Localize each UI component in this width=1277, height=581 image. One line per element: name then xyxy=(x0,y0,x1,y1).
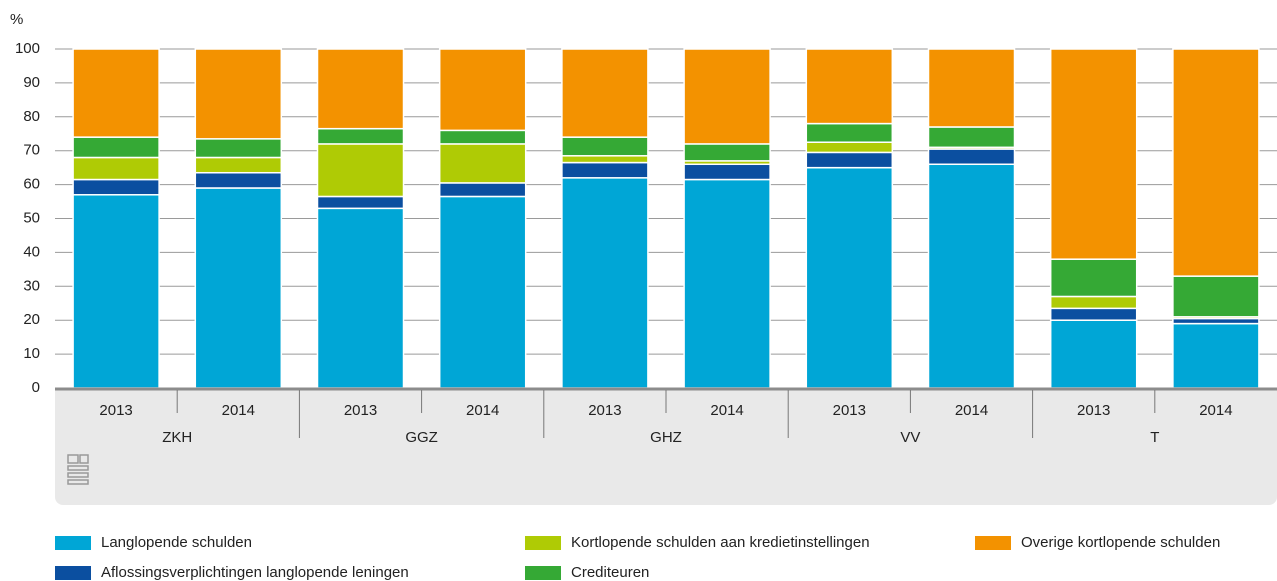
bar-segment xyxy=(194,138,283,159)
bar-segment xyxy=(1172,322,1260,389)
bar-segment xyxy=(438,195,527,389)
x-tick-label: 2013 xyxy=(833,402,866,419)
bar-segment xyxy=(561,177,649,389)
group-label: VV xyxy=(900,429,920,446)
x-tick-label: 2014 xyxy=(1199,402,1232,419)
bar-segment xyxy=(1172,48,1260,277)
bar-segment xyxy=(194,171,283,189)
legend-swatch xyxy=(525,536,561,550)
x-tick-label: 2014 xyxy=(222,402,255,419)
x-tick-label: 2013 xyxy=(344,402,377,419)
x-tick-label: 2014 xyxy=(466,402,499,419)
bar-segment xyxy=(927,48,1016,128)
bars xyxy=(72,48,1260,389)
bar-segment xyxy=(927,163,1016,389)
bar-segment xyxy=(72,48,160,138)
bar-segment xyxy=(194,187,283,389)
bar-segment xyxy=(805,48,894,125)
bar-segment xyxy=(805,122,894,143)
legend: Langlopende schulden Aflossingsverplichti… xyxy=(55,534,1220,581)
bar-segment xyxy=(316,48,405,130)
cbs-logo xyxy=(67,454,89,485)
bar-segment xyxy=(1049,319,1138,389)
y-tick-label: 50 xyxy=(23,209,40,226)
bar-segment xyxy=(683,178,771,389)
legend-swatch xyxy=(975,536,1011,550)
bar-segment xyxy=(72,136,160,159)
bar-segment xyxy=(805,166,894,389)
bar-segment xyxy=(561,136,649,157)
legend-swatch xyxy=(55,566,91,580)
bar-segment xyxy=(1049,295,1138,310)
bar-segment xyxy=(72,156,160,181)
y-tick-label: 80 xyxy=(23,108,40,125)
y-tick-label: 60 xyxy=(23,176,40,193)
bar-segment xyxy=(438,143,527,184)
legend-label: Overige kortlopende schulden xyxy=(1021,534,1220,551)
y-axis-label: % xyxy=(10,11,23,28)
y-tick-label: 40 xyxy=(23,243,40,260)
legend-swatch xyxy=(55,536,91,550)
bar-segment xyxy=(316,127,405,145)
bar-segment xyxy=(438,182,527,198)
y-tick-label: 100 xyxy=(15,40,40,57)
bar-segment xyxy=(72,178,160,196)
bar-segment xyxy=(1049,48,1138,260)
bar-segment xyxy=(316,195,405,210)
bar-segment xyxy=(1172,317,1260,325)
axis: 0 10 20 30 40 50 60 70 80 90 100 2013 2014 2013 2014 20… xyxy=(15,40,1277,446)
group-label: GGZ xyxy=(405,429,438,446)
bar-segment xyxy=(927,148,1016,166)
bar-segment xyxy=(316,207,405,389)
bar-segment xyxy=(561,161,649,179)
bar-segment xyxy=(805,151,894,169)
y-tick-label: 70 xyxy=(23,142,40,159)
bar-segment xyxy=(683,143,771,162)
y-tick-label: 20 xyxy=(23,311,40,328)
legend-label: Aflossingsverplichtingen langlopende len… xyxy=(101,564,409,581)
x-tick-label: 2013 xyxy=(99,402,132,419)
bar-segment xyxy=(561,48,649,138)
legend-label: Langlopende schulden xyxy=(101,534,252,551)
y-tick-label: 90 xyxy=(23,74,40,91)
bar-segment xyxy=(683,163,771,181)
group-label: GHZ xyxy=(650,429,682,446)
bar-segment xyxy=(1049,258,1138,298)
y-tick-label: 0 xyxy=(32,379,40,396)
group-label: ZKH xyxy=(162,429,192,446)
bar-segment xyxy=(194,48,283,140)
bar-segment xyxy=(72,194,160,389)
bar-segment xyxy=(1172,275,1260,318)
bar-segment xyxy=(1049,307,1138,321)
bar-segment xyxy=(194,156,283,174)
bar-segment xyxy=(438,129,527,145)
category-axis-panel xyxy=(55,390,1277,505)
bar-segment xyxy=(316,143,405,198)
group-label: T xyxy=(1150,429,1159,446)
bar-segment xyxy=(561,155,649,164)
bar-segment xyxy=(927,126,1016,149)
bar-segment xyxy=(683,48,771,145)
y-tick-label: 10 xyxy=(23,345,40,362)
x-tick-label: 2014 xyxy=(710,402,743,419)
bar-segment xyxy=(438,48,527,132)
legend-swatch xyxy=(525,566,561,580)
x-tick-label: 2013 xyxy=(588,402,621,419)
legend-label: Kortlopende schulden aan kredietinstelli… xyxy=(571,534,870,551)
bar-segment xyxy=(805,141,894,154)
y-tick-label: 30 xyxy=(23,277,40,294)
legend-label: Crediteuren xyxy=(571,564,649,581)
x-tick-label: 2014 xyxy=(955,402,988,419)
x-tick-label: 2013 xyxy=(1077,402,1110,419)
